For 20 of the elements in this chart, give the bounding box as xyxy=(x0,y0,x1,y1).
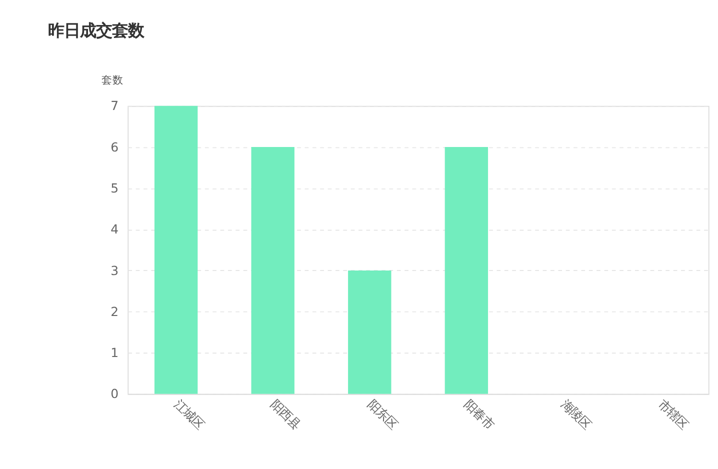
y-tick-label: 3 xyxy=(110,262,119,278)
chart-title: 昨日成交套数 xyxy=(48,20,145,40)
x-tick-label: 阳东区 xyxy=(364,396,401,432)
y-tick-label: 1 xyxy=(110,345,119,360)
x-tick-label: 江城区 xyxy=(171,396,208,432)
y-tick-label: 6 xyxy=(110,139,119,154)
x-tick-label: 海陵区 xyxy=(558,396,594,432)
bar xyxy=(154,106,198,394)
y-tick-label: 2 xyxy=(110,304,119,319)
x-tick-label: 市辖区 xyxy=(655,396,692,432)
y-tick-label: 7 xyxy=(110,98,119,114)
y-axis-title: 套数 xyxy=(101,74,124,86)
y-tick-label: 4 xyxy=(110,222,119,237)
bar xyxy=(444,147,488,394)
x-tick-label: 阳春市 xyxy=(462,396,498,432)
bar xyxy=(251,147,294,394)
y-tick-label: 0 xyxy=(110,386,119,402)
bar xyxy=(348,270,392,394)
y-tick-label: 5 xyxy=(110,180,119,196)
x-tick-label: 阳西县 xyxy=(268,396,304,432)
